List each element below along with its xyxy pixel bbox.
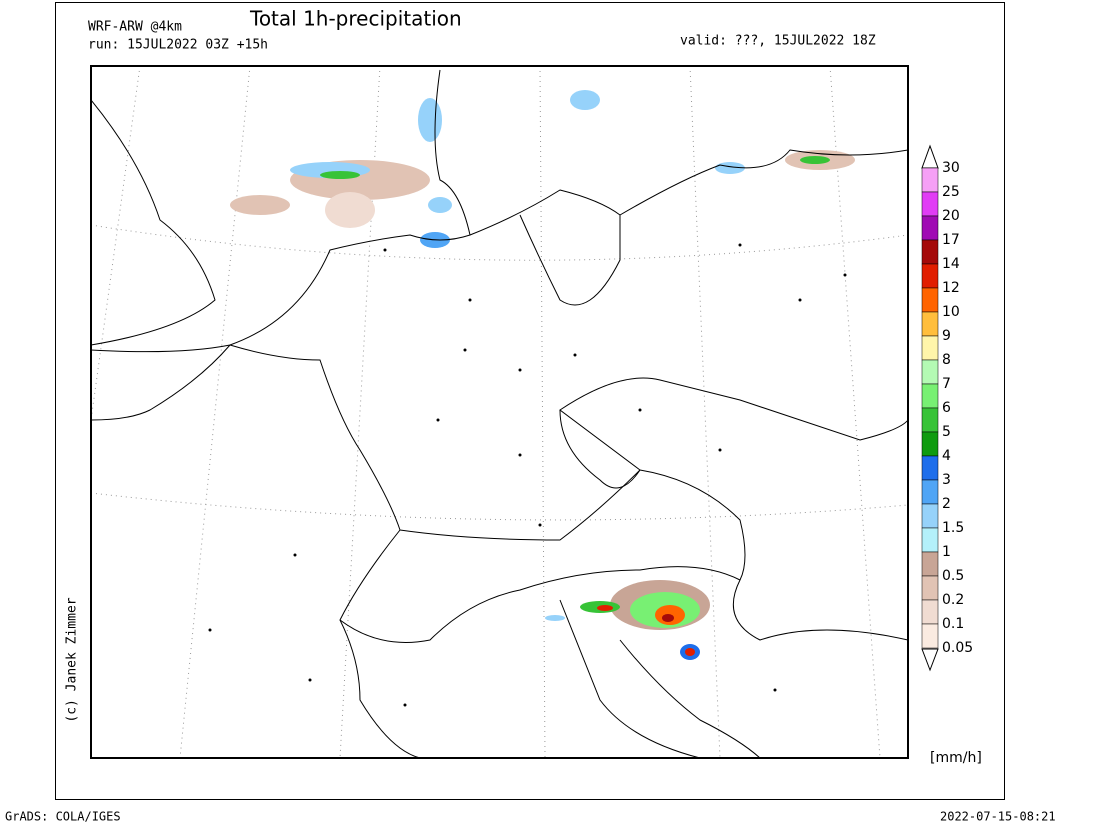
legend-label: 7 — [942, 376, 951, 392]
legend-label: 0.5 — [942, 568, 964, 584]
credit: (c) Janek Zimmer — [65, 597, 80, 722]
legend-swatch — [921, 215, 939, 241]
legend-swatch — [921, 503, 939, 529]
outer-frame — [55, 2, 1005, 800]
legend-top-arrow — [921, 144, 939, 169]
graticule — [91, 66, 908, 758]
run-label: run: 15JUL2022 03Z +15h — [88, 38, 268, 53]
legend-label: 9 — [942, 328, 951, 344]
legend-unit: [mm/h] — [930, 750, 982, 766]
legend-swatch — [921, 455, 939, 481]
legend-swatch — [921, 191, 939, 217]
map-frame — [90, 65, 909, 759]
legend-label: 4 — [942, 448, 951, 464]
legend-swatch — [921, 575, 939, 601]
legend-swatch — [921, 623, 939, 649]
coastlines-borders — [91, 69, 908, 758]
legend-swatch — [921, 287, 939, 313]
legend-swatch — [921, 599, 939, 625]
legend-bottom-arrow — [921, 648, 939, 672]
legend-swatch — [921, 311, 939, 337]
legend-swatch — [921, 407, 939, 433]
precipitation — [230, 90, 855, 660]
legend-label: 30 — [942, 160, 960, 176]
legend-label: 1 — [942, 544, 951, 560]
legend-swatch — [921, 383, 939, 409]
legend-label: 0.2 — [942, 592, 964, 608]
legend-swatch — [921, 527, 939, 553]
legend-swatch — [921, 335, 939, 361]
legend-label: 5 — [942, 424, 951, 440]
legend: 30 25 20 17 14 12 10 9 8 7 6 5 4 3 2 1.5 1 0.5 0.2 0.1 0.05 — [921, 144, 973, 672]
legend-label: 12 — [942, 280, 960, 296]
footer-right: 2022-07-15-08:21 — [940, 810, 1056, 824]
legend-swatch — [921, 359, 939, 385]
legend-label: 0.1 — [942, 616, 964, 632]
legend-label: 25 — [942, 184, 960, 200]
map — [90, 65, 909, 759]
legend-label: 3 — [942, 472, 951, 488]
legend-swatch — [921, 431, 939, 457]
legend-label: 2 — [942, 496, 951, 512]
city-dots — [208, 243, 847, 707]
map-title: Total 1h-precipitation — [249, 7, 462, 31]
legend-label: 20 — [942, 208, 960, 224]
legend-swatch — [921, 263, 939, 289]
legend-swatch — [921, 479, 939, 505]
legend-swatch — [921, 551, 939, 577]
legend-swatch — [921, 167, 939, 193]
valid-label: valid: ???, 15JUL2022 18Z — [680, 34, 876, 49]
footer-left: GrADS: COLA/IGES — [5, 810, 121, 824]
legend-label: 10 — [942, 304, 960, 320]
legend-label: 0.05 — [942, 640, 973, 656]
model-label: WRF-ARW @4km — [88, 20, 182, 35]
legend-label: 8 — [942, 352, 951, 368]
legend-label: 14 — [942, 256, 960, 272]
legend-swatch — [921, 239, 939, 265]
legend-label: 1.5 — [942, 520, 964, 536]
legend-label: 17 — [942, 232, 960, 248]
legend-label: 6 — [942, 400, 951, 416]
